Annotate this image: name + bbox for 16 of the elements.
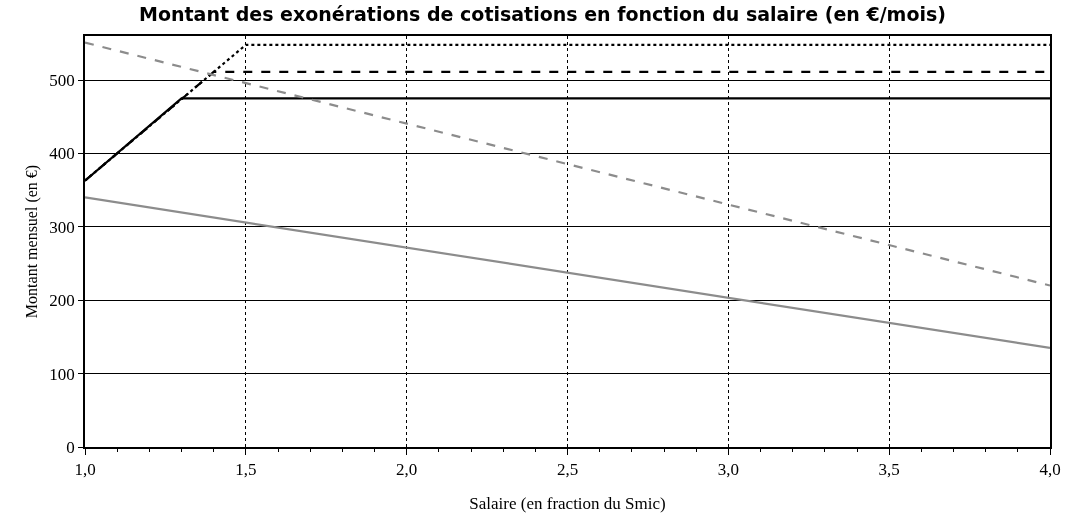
- y-tick-label: 200: [49, 291, 75, 311]
- x-axis-title: Salaire (en fraction du Smic): [469, 493, 666, 513]
- x-tick-label: 2,0: [396, 460, 418, 480]
- y-axis-title: Montant mensuel (en €): [22, 164, 41, 319]
- x-tick-label: 1,0: [74, 460, 96, 480]
- y-tick-label: 400: [49, 144, 75, 164]
- x-tick-label: 3,0: [717, 460, 739, 480]
- chart-title: Montant des exonérations de cotisations en fonction du salaire (en €/mois): [139, 3, 946, 26]
- y-tick-label: 0: [66, 437, 75, 457]
- x-tick-label: 1,5: [235, 460, 257, 480]
- y-tick-label: 300: [49, 217, 75, 237]
- y-tick-label: 100: [49, 364, 75, 384]
- x-tick-label: 2,5: [556, 460, 579, 480]
- y-tick-label: 500: [49, 70, 75, 90]
- x-tick-label: 3,5: [878, 460, 900, 480]
- x-tick-label: 4,0: [1039, 460, 1061, 480]
